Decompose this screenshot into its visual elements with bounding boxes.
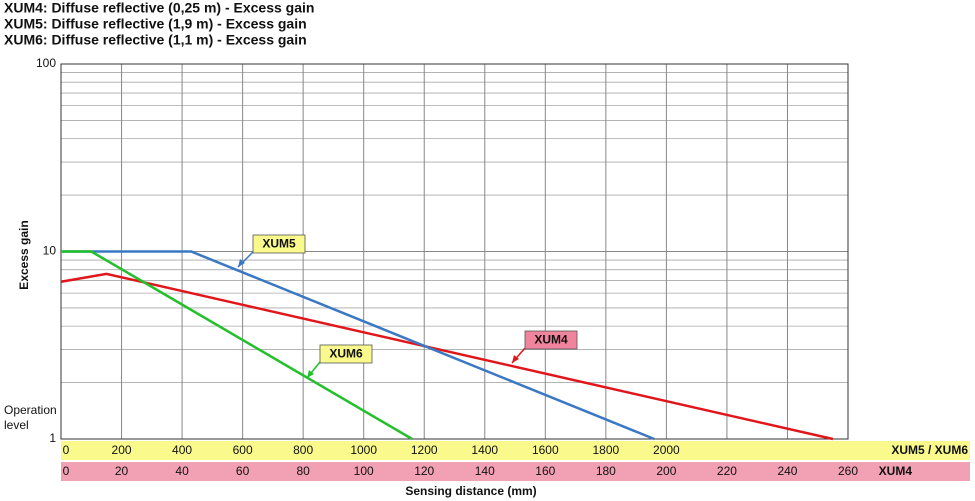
x-tick-label: 1000 [350,443,377,457]
x2-tick-label: 200 [656,464,676,478]
x-axis-label: Sensing distance (mm) [405,484,536,498]
x-tick-label: 1600 [532,443,559,457]
x2-axis-name: XUM4 [879,464,913,478]
y-axis-label: Excess gain [17,220,31,289]
x-tick-label: 0 [63,443,70,457]
y-tick-label: 100 [36,56,56,70]
x2-tick-label: 180 [596,464,616,478]
x2-tick-label: 100 [354,464,374,478]
series-line [60,272,834,441]
series-label: XUM5 [262,237,296,251]
x2-tick-label: 260 [838,464,858,478]
y-tick-label: 10 [43,244,57,258]
x-tick-label: 1200 [411,443,438,457]
series-label: XUM4 [534,333,568,347]
series-line [61,250,655,441]
x-tick-label: 1400 [471,443,498,457]
annotation: Operation level [4,403,57,432]
x2-tick-label: 80 [296,464,310,478]
x2-tick-label: 0 [63,464,70,478]
x2-tick-label: 40 [175,464,189,478]
x-axis-band [61,441,970,460]
x2-tick-label: 240 [777,464,797,478]
x-tick-label: 200 [112,443,132,457]
callout-arrowhead [238,259,245,267]
x-tick-label: 400 [172,443,192,457]
x-tick-label: 2000 [653,443,680,457]
x2-tick-label: 60 [236,464,250,478]
x2-tick-label: 140 [475,464,495,478]
x2-tick-label: 20 [115,464,129,478]
y-tick-label: 1 [49,431,56,445]
callout-box [319,344,373,364]
series-label: XUM6 [329,347,363,361]
callout-arrowhead [512,355,519,363]
x-axis-name: XUM5 / XUM6 [891,443,968,457]
callout-box [524,330,578,350]
chart-title: XUM5: Diffuse reflective (1,9 m) - Exces… [4,16,307,32]
callout-arrowhead [307,370,314,378]
x2-tick-label: 120 [414,464,434,478]
series-line [61,250,413,441]
callout-box [252,234,306,254]
x-tick-label: 600 [233,443,253,457]
x2-axis-band [61,462,970,481]
x2-tick-label: 160 [535,464,555,478]
chart-title: XUM6: Diffuse reflective (1,1 m) - Exces… [4,32,307,48]
chart-title: XUM4: Diffuse reflective (0,25 m) - Exce… [4,0,314,16]
x2-tick-label: 220 [717,464,737,478]
x-tick-label: 1800 [592,443,619,457]
x-tick-label: 800 [293,443,313,457]
